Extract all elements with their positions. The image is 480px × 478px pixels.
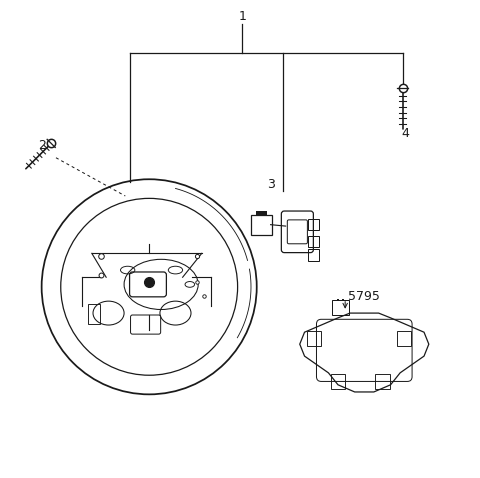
Text: 2: 2 (38, 139, 46, 152)
Text: 5795: 5795 (348, 290, 380, 303)
Text: 4: 4 (401, 127, 409, 141)
Text: 1: 1 (239, 10, 246, 23)
Text: 3: 3 (267, 177, 275, 191)
